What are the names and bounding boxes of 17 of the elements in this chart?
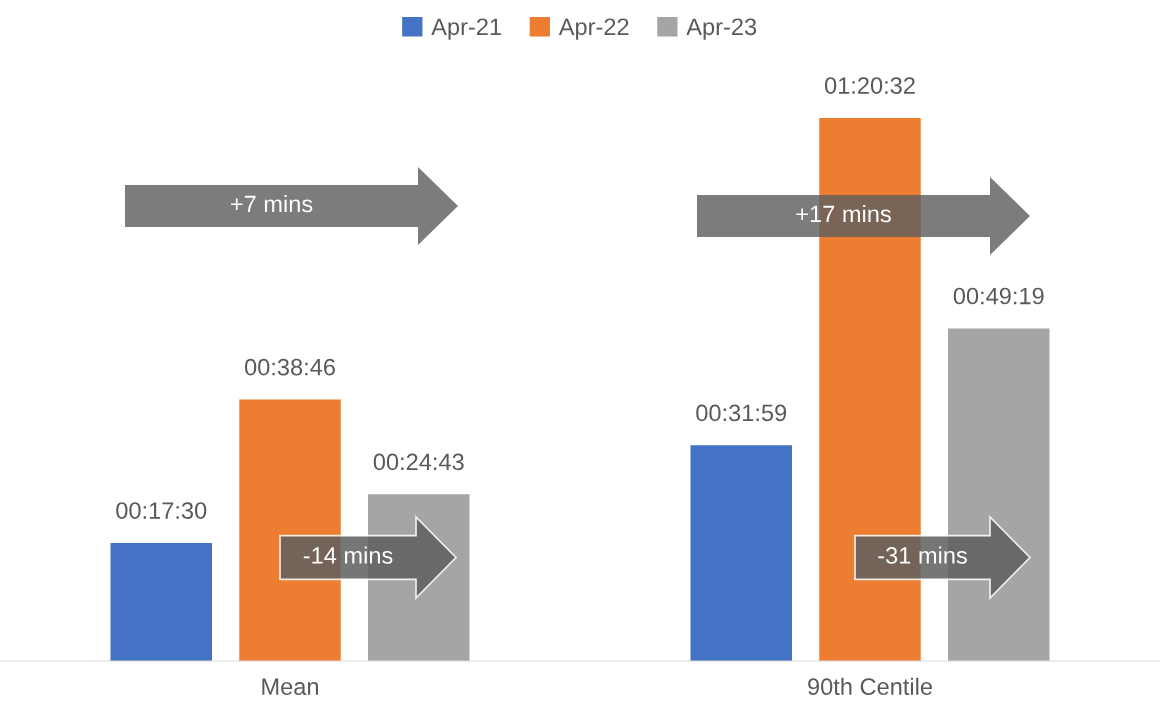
x-tick-label: 90th Centile (808, 677, 932, 696)
data-label: 00:38:46 (244, 358, 335, 376)
legend-label: Apr-23 (686, 18, 757, 40)
data-label: 00:17:30 (116, 502, 207, 519)
data-label: 01:20:32 (824, 77, 915, 94)
data-label: 00:31:59 (696, 404, 787, 422)
annotation: -31 mins (878, 546, 967, 564)
legend-label: Apr-22 (558, 18, 629, 40)
annotation: -14 mins (303, 546, 393, 564)
bar (690, 445, 792, 661)
annotation: +7 mins (230, 195, 313, 213)
annotation: +17 mins (796, 205, 891, 223)
bar (110, 543, 212, 661)
data-label: 00:49:19 (953, 287, 1044, 305)
legend-label: Apr-21 (431, 18, 501, 40)
x-tick-label: Mean (262, 678, 318, 696)
data-label: 00:24:43 (373, 453, 464, 471)
